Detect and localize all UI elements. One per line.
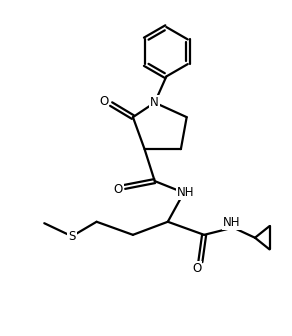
Text: NH: NH (177, 186, 195, 199)
Text: O: O (192, 262, 201, 275)
Text: N: N (150, 96, 159, 109)
Text: NH: NH (223, 216, 241, 229)
Text: O: O (99, 95, 109, 108)
Text: O: O (114, 183, 123, 196)
Text: S: S (68, 230, 76, 243)
